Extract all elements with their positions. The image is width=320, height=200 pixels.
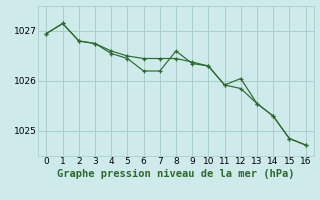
X-axis label: Graphe pression niveau de la mer (hPa): Graphe pression niveau de la mer (hPa) [57, 169, 295, 179]
